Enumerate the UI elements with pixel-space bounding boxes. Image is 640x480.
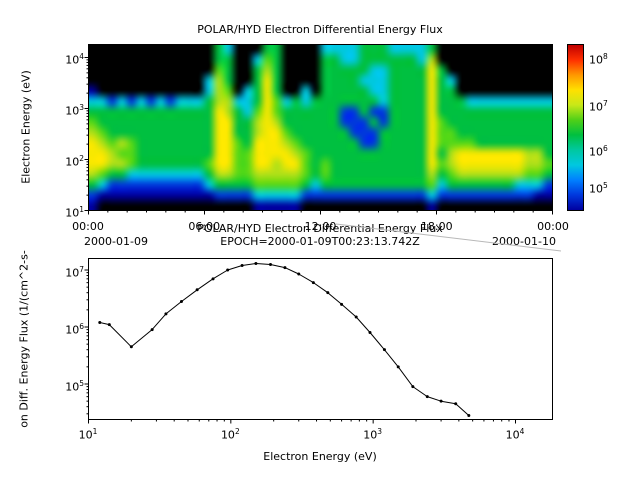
spectrum-point: [129, 345, 133, 349]
spectrum-point: [179, 300, 183, 304]
date-label-left: 2000-01-09: [84, 235, 148, 248]
spectrum-point: [98, 320, 102, 324]
spectrum-point: [107, 323, 111, 327]
spectrogram-ytick-label-1e2: 102: [65, 154, 84, 169]
spectrum-xlabel: Electron Energy (eV): [263, 450, 377, 463]
spectrum-point: [439, 399, 443, 403]
spectrum-point: [467, 414, 471, 418]
spectrogram-ytick-label-1e3: 103: [65, 103, 84, 118]
spectrogram-xtick-label-0: 00:00: [72, 220, 104, 233]
spectrum-title-line2: EPOCH=2000-01-09T00:23:13.742Z: [220, 235, 420, 248]
spectrogram-xtick-label-3: 18:00: [420, 220, 453, 233]
spectrogram-xtick-label-1: 06:00: [188, 220, 221, 233]
spectrum-point: [226, 268, 230, 272]
spectrum-point: [454, 402, 458, 406]
spectrogram-heatmap: [88, 44, 553, 211]
spectrum-point: [425, 395, 429, 399]
spectrum-point: [297, 272, 301, 276]
spectrum-ytick-label-1e6: 106: [65, 321, 84, 337]
spectrum-point: [164, 312, 168, 316]
spectrogram-ytick-label-1e1: 101: [65, 205, 84, 220]
spectrum-point: [382, 348, 386, 352]
spectrum-xtick-label-1e4: 104: [505, 427, 525, 442]
spectrum-line: [99, 263, 470, 416]
spectrum-point: [283, 266, 287, 270]
spectrogram-ytick-label-1e4: 104: [65, 52, 84, 67]
spectrogram-xtick-label-2: 12:00: [304, 220, 337, 233]
colorbar-tick-label-1e5: 105: [589, 180, 608, 196]
spectrum-point: [326, 291, 330, 295]
spectrum-point: [269, 262, 273, 266]
spectrum-ylabel: on Diff. Energy Flux (1/(cm^2-s-: [17, 250, 31, 428]
spectrum-point: [311, 281, 315, 285]
colorbar-tick-label-1e8: 108: [589, 51, 608, 67]
spectrum-xtick-label-1e2: 102: [220, 427, 240, 442]
spectrum-frame: [88, 258, 553, 420]
spectrum-point: [354, 315, 358, 319]
spectrum-xtick-label-1e3: 103: [363, 427, 383, 442]
spectrum-point: [340, 302, 344, 306]
spectrum-point: [211, 277, 215, 281]
colorbar-tick-label-1e6: 106: [589, 143, 608, 159]
spectrum-ytick-label-1e7: 107: [65, 264, 84, 280]
spectrum-ytick-label-1e5: 105: [65, 378, 84, 394]
spectrum-point: [240, 263, 244, 267]
spectrum-point: [368, 331, 372, 335]
spectrum-point: [396, 365, 400, 369]
spectrum-point: [195, 288, 199, 292]
spectrum-point: [411, 385, 415, 389]
spectrogram-title: POLAR/HYD Electron Differential Energy F…: [197, 23, 443, 36]
spectrum-point: [150, 328, 154, 332]
colorbar-tick-label-1e7: 107: [589, 98, 608, 114]
spectrum-point: [254, 262, 258, 266]
spectrogram-xtick-label-4: 00:00: [537, 220, 569, 233]
spectrogram-ylabel: Electron Energy (eV): [19, 70, 33, 184]
colorbar: [567, 44, 584, 211]
spectrum-xtick-label-1e1: 101: [78, 427, 98, 442]
